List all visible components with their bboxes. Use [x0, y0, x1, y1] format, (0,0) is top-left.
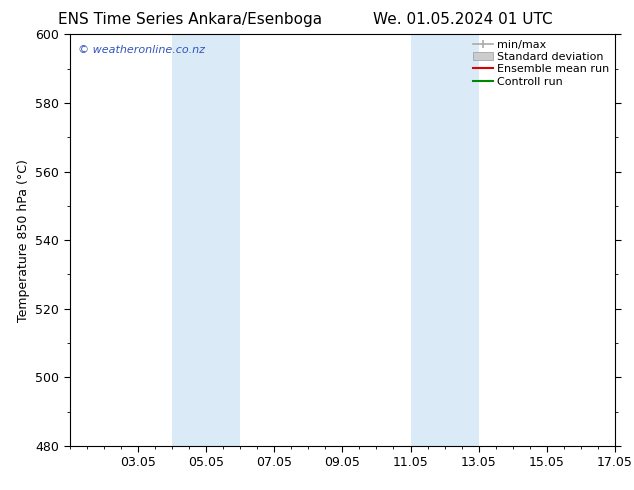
Bar [172, 34, 240, 446]
Bar [411, 34, 479, 446]
Text: ENS Time Series Ankara/Esenboga: ENS Time Series Ankara/Esenboga [58, 12, 322, 27]
Legend: min/max, Standard deviation, Ensemble mean run, Controll run: min/max, Standard deviation, Ensemble me… [470, 38, 612, 89]
Text: © weatheronline.co.nz: © weatheronline.co.nz [78, 45, 205, 54]
Text: We. 01.05.2024 01 UTC: We. 01.05.2024 01 UTC [373, 12, 553, 27]
Y-axis label: Temperature 850 hPa (°C): Temperature 850 hPa (°C) [16, 159, 30, 321]
